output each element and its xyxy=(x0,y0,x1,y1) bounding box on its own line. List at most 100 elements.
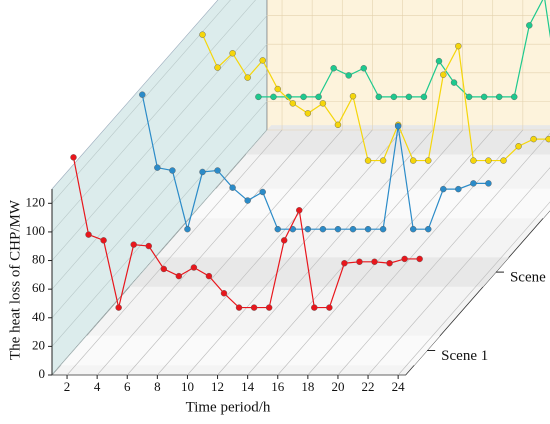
data-point xyxy=(335,122,341,128)
y-tick-label: 80 xyxy=(32,252,45,267)
data-point xyxy=(230,50,236,56)
data-point xyxy=(320,226,326,232)
data-point xyxy=(395,123,401,129)
y-tick-label: 120 xyxy=(26,194,46,209)
data-point xyxy=(406,94,412,100)
x-tick-label: 12 xyxy=(211,379,224,394)
data-point xyxy=(331,65,337,71)
legend-label: Scene 2 xyxy=(510,270,550,286)
data-point xyxy=(516,143,522,149)
data-point xyxy=(546,136,550,142)
data-point xyxy=(376,94,382,100)
data-point xyxy=(436,58,442,64)
data-point xyxy=(305,110,311,116)
floor-band xyxy=(61,336,440,365)
data-point xyxy=(296,207,302,213)
data-point xyxy=(341,260,347,266)
data-point xyxy=(116,305,122,311)
data-point xyxy=(230,185,236,191)
data-point xyxy=(496,94,502,100)
y-tick-label: 20 xyxy=(32,337,45,352)
data-point xyxy=(387,260,393,266)
data-point xyxy=(425,226,431,232)
data-point xyxy=(526,22,532,28)
data-point xyxy=(245,75,251,81)
data-point xyxy=(410,226,416,232)
data-point xyxy=(200,32,206,38)
data-point xyxy=(326,305,332,311)
y-tick-label: 60 xyxy=(32,280,45,295)
x-tick-label: 20 xyxy=(331,379,344,394)
x-tick-label: 16 xyxy=(271,379,285,394)
data-point xyxy=(365,226,371,232)
data-point xyxy=(184,226,190,232)
data-point xyxy=(440,72,446,78)
data-point xyxy=(146,243,152,249)
data-point xyxy=(266,305,272,311)
data-point xyxy=(470,180,476,186)
data-point xyxy=(365,158,371,164)
x-tick-label: 10 xyxy=(181,379,194,394)
data-point xyxy=(161,266,167,272)
data-point xyxy=(466,94,472,100)
data-point xyxy=(154,165,160,171)
x-tick-label: 14 xyxy=(241,379,255,394)
data-point xyxy=(215,168,221,174)
data-point xyxy=(290,100,296,106)
floor-band xyxy=(190,189,550,218)
data-point xyxy=(350,93,356,99)
data-point xyxy=(86,232,92,238)
data-point xyxy=(455,186,461,192)
data-point xyxy=(221,290,227,296)
data-point xyxy=(440,186,446,192)
data-point xyxy=(176,273,182,279)
data-point xyxy=(101,237,107,243)
data-point xyxy=(402,256,408,262)
data-point xyxy=(215,65,221,71)
data-point xyxy=(485,180,491,186)
data-point xyxy=(372,259,378,265)
data-point xyxy=(335,226,341,232)
data-point xyxy=(260,189,266,195)
data-point xyxy=(346,72,352,78)
data-point xyxy=(311,305,317,311)
data-point xyxy=(380,158,386,164)
x-tick-label: 4 xyxy=(94,379,101,394)
data-point xyxy=(410,158,416,164)
x-tick-label: 6 xyxy=(124,379,131,394)
data-point xyxy=(200,169,206,175)
y-tick-label: 40 xyxy=(32,309,45,324)
data-point xyxy=(451,80,457,86)
data-point xyxy=(350,226,356,232)
data-point xyxy=(71,154,77,160)
data-point xyxy=(320,100,326,106)
data-point xyxy=(421,94,427,100)
data-point xyxy=(270,94,276,100)
x-tick-label: 8 xyxy=(154,379,161,394)
back-wall xyxy=(267,0,550,130)
data-point xyxy=(260,57,266,63)
data-point xyxy=(380,226,386,232)
legend-label: Scene 1 xyxy=(441,348,488,364)
x-tick-label: 24 xyxy=(392,379,406,394)
data-point xyxy=(316,94,322,100)
data-point xyxy=(501,158,507,164)
data-point xyxy=(485,158,491,164)
data-point xyxy=(470,158,476,164)
data-point xyxy=(511,94,517,100)
data-point xyxy=(391,94,397,100)
data-point xyxy=(251,305,257,311)
data-point xyxy=(425,158,431,164)
data-point xyxy=(245,198,251,204)
x-tick-label: 18 xyxy=(301,379,314,394)
data-point xyxy=(191,265,197,271)
x-axis-title: Time period/h xyxy=(186,399,271,415)
x-tick-label: 2 xyxy=(64,379,71,394)
data-point xyxy=(275,226,281,232)
data-point xyxy=(361,65,367,71)
data-point xyxy=(356,259,362,265)
data-point xyxy=(169,168,175,174)
data-point xyxy=(255,94,261,100)
